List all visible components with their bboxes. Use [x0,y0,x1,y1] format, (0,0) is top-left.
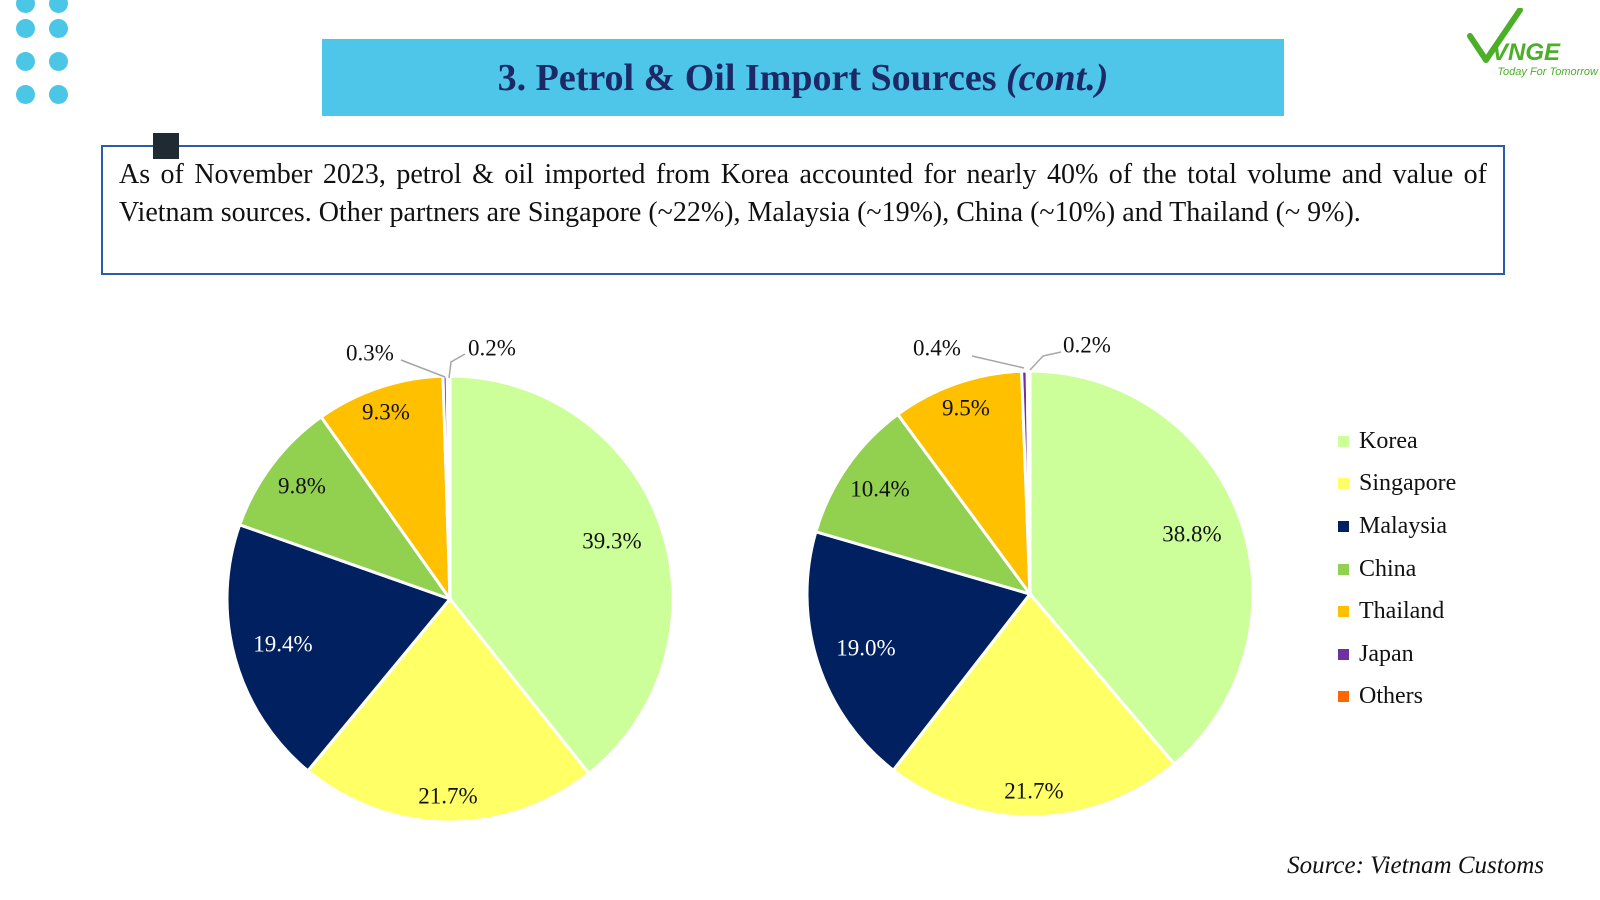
legend-label: Thailand [1359,598,1445,625]
pie-slice-china [813,412,1034,597]
decor-dot [16,0,35,13]
legend-label: Others [1359,683,1423,710]
legend-label: Korea [1359,427,1418,454]
data-label-china: 9.8% [278,473,326,498]
pie-slice-korea [448,374,675,776]
legend-swatch [1338,478,1349,490]
data-label-thailand: 9.3% [362,399,410,424]
decor-dot [49,52,68,71]
data-label-malaysia: 19.4% [253,631,312,656]
data-label-korea: 38.8% [1162,521,1221,546]
leader-line-japan [971,355,1025,369]
data-label-japan: 0.3% [346,340,394,365]
logo-brand-text: VNGE [1492,39,1561,66]
decor-dot [16,52,35,71]
decor-dot [49,85,68,104]
legend-label: China [1359,555,1417,582]
leader-line-japan [400,359,446,378]
page-title: 3. Petrol & Oil Import Sources (cont.) [498,56,1109,100]
legend-swatch [1338,563,1349,575]
vnge-logo: VNGE Today For Tomorrow [1448,7,1598,88]
pie-slice-china [237,414,454,602]
legend-item-others: Others [1338,676,1456,719]
logo-tagline: Today For Tomorrow [1497,66,1598,78]
page-title-main: 3. Petrol & Oil Import Sources [497,56,997,99]
pie-slice-thailand [895,369,1032,599]
page-title-suffix: (cont.) [1006,56,1109,99]
decor-square [153,133,179,159]
data-label-others: 0.2% [1063,332,1111,357]
summary-text: As of November 2023, petrol & oil import… [119,159,1487,228]
legend-swatch [1338,435,1349,447]
legend-item-singapore: Singapore [1338,463,1456,506]
pie-slice-malaysia [805,529,1033,773]
data-label-korea: 39.3% [582,528,641,553]
pie-chart-1: 39.3% 21.7% 19.4% 9.8% 9.3% 0.3% 0.2% [225,335,675,824]
data-label-singapore: 21.7% [418,783,477,808]
legend-label: Singapore [1359,470,1457,497]
summary-box: As of November 2023, petrol & oil import… [101,145,1505,275]
data-label-singapore: 21.7% [1004,778,1063,803]
pie-slice-malaysia [225,522,453,773]
legend-item-japan: Japan [1338,633,1456,676]
pie-chart-2: 38.8% 21.7% 19.0% 10.4% 9.5% 0.4% 0.2% [805,332,1255,819]
source-note: Source: Vietnam Customs [1287,852,1544,879]
legend-item-korea: Korea [1338,420,1456,463]
legend-swatch [1338,691,1349,703]
decor-dot [16,19,35,38]
legend-item-malaysia: Malaysia [1338,505,1456,548]
data-label-japan: 0.4% [913,335,961,360]
decor-dot [49,0,68,13]
data-label-thailand: 9.5% [942,395,990,420]
legend-swatch [1338,648,1349,660]
data-label-malaysia: 19.0% [836,635,895,660]
title-banner: 3. Petrol & Oil Import Sources (cont.) [322,39,1284,116]
decor-dot [49,19,68,38]
pie-slice-others [1025,369,1032,595]
pie-slice-thailand [319,374,452,604]
chart-legend: Korea Singapore Malaysia China Thailand Japan… [1338,420,1456,718]
pie-slice-singapore [305,596,591,824]
pie-slice-singapore [891,591,1177,819]
leader-line-others [1029,351,1062,371]
legend-swatch [1338,520,1349,532]
data-label-china: 10.4% [850,476,909,501]
legend-item-china: China [1338,548,1456,591]
decor-dot [16,85,35,104]
leader-line-others [448,353,466,379]
vnge-logo-mark: VNGE [1467,7,1561,66]
legend-item-thailand: Thailand [1338,590,1456,633]
legend-swatch [1338,606,1349,618]
data-label-others: 0.2% [468,335,516,360]
legend-label: Malaysia [1359,512,1447,539]
pie-slice-korea [1028,369,1255,767]
legend-label: Japan [1359,640,1414,667]
